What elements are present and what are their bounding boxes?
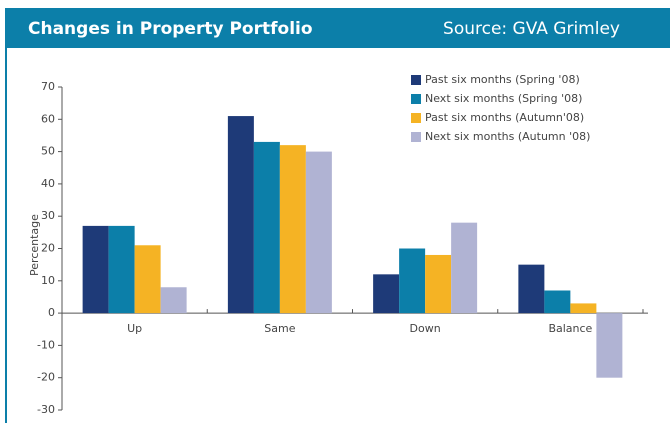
y-tick-label: -30	[37, 403, 55, 416]
bar	[82, 225, 109, 314]
header-bar	[5, 8, 670, 48]
bar	[451, 222, 478, 314]
x-tick-label: Up	[127, 322, 142, 335]
y-tick-label: 70	[41, 80, 55, 93]
y-tick-label: 50	[41, 145, 55, 158]
y-tick-label: 0	[48, 306, 55, 319]
bar	[160, 287, 187, 314]
bar	[253, 141, 280, 314]
legend-label: Past six months (Spring '08)	[425, 73, 580, 86]
y-tick-label: 10	[41, 274, 55, 287]
bar	[227, 116, 254, 314]
legend-label: Next six months (Autumn '08)	[425, 130, 590, 143]
x-tick-label: Down	[410, 322, 441, 335]
legend-label: Past six months (Autumn'08)	[425, 111, 584, 124]
legend-swatch	[411, 113, 421, 123]
bar	[305, 151, 332, 314]
y-tick-label: 30	[41, 209, 55, 222]
y-tick-label: 60	[41, 112, 55, 125]
y-tick-label: -20	[37, 371, 55, 384]
chart-subtitle: Source: GVA Grimley	[443, 19, 620, 39]
legend-swatch	[411, 94, 421, 104]
bar	[134, 245, 161, 314]
legend-swatch	[411, 132, 421, 142]
legend-swatch	[411, 75, 421, 85]
bar	[570, 303, 597, 314]
bar	[544, 290, 571, 314]
bar	[596, 313, 623, 378]
y-axis-label: Percentage	[28, 214, 41, 276]
bar	[279, 145, 306, 314]
frame-border	[5, 48, 7, 423]
bar	[373, 274, 400, 314]
bar	[399, 248, 426, 314]
x-tick-label: Balance	[548, 322, 592, 335]
bar	[108, 225, 135, 314]
y-tick-label: 40	[41, 177, 55, 190]
y-tick-label: -10	[37, 338, 55, 351]
x-tick-label: Same	[264, 322, 295, 335]
legend-label: Next six months (Spring '08)	[425, 92, 582, 105]
chart-title: Changes in Property Portfolio	[28, 19, 313, 39]
y-tick-label: 20	[41, 242, 55, 255]
bar	[518, 264, 545, 314]
bar	[425, 254, 452, 314]
